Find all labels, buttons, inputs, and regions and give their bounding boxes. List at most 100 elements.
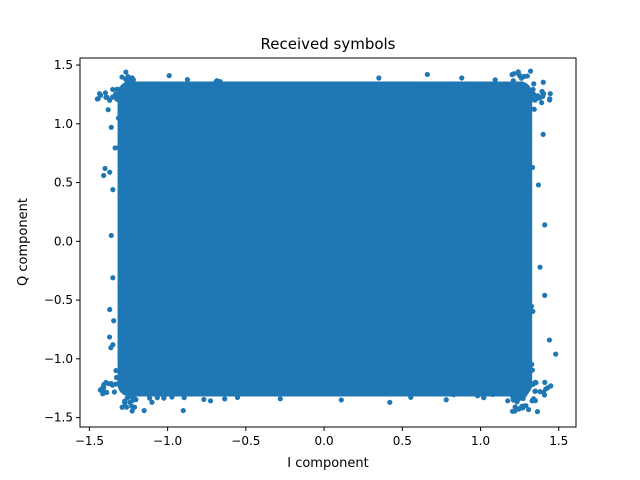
symbol-point [496, 84, 502, 90]
symbol-point [182, 389, 188, 395]
outlier-point [542, 222, 548, 228]
symbol-point [499, 388, 505, 394]
symbol-point [519, 363, 525, 370]
symbol-point [123, 69, 129, 75]
outlier-point [107, 306, 113, 313]
symbol-point [123, 347, 130, 353]
symbol-point [528, 97, 534, 103]
symbol-point [160, 392, 166, 398]
symbol-point [518, 348, 524, 355]
outlier-point [166, 73, 172, 79]
symbol-point [176, 87, 183, 93]
symbol-point [510, 170, 516, 176]
symbol-point [164, 387, 170, 393]
outlier-point [459, 75, 465, 81]
outlier-point [376, 75, 382, 81]
symbol-point [118, 318, 124, 324]
symbol-point [129, 403, 135, 409]
symbol-point [169, 394, 175, 400]
symbol-point [468, 380, 474, 386]
symbol-point [125, 73, 131, 80]
symbol-point [146, 90, 152, 96]
symbol-point [525, 406, 532, 413]
symbol-point [119, 330, 125, 336]
symbol-point [511, 308, 517, 314]
x-tick-label: −1.0 [153, 434, 182, 448]
symbol-point [512, 137, 518, 143]
symbol-point [513, 121, 519, 127]
symbol-point [500, 92, 506, 98]
symbol-point [504, 387, 510, 393]
symbol-point [492, 77, 498, 83]
outlier-point [108, 232, 114, 239]
outlier-point [277, 396, 283, 402]
symbol-point [412, 382, 418, 389]
symbol-point [209, 82, 216, 88]
symbol-point [171, 382, 177, 388]
symbol-point [97, 92, 104, 98]
symbol-point [124, 364, 130, 370]
symbol-point [427, 91, 433, 97]
symbol-point [447, 88, 453, 95]
outlier-point [535, 182, 542, 188]
symbol-point [435, 386, 441, 393]
symbol-point [461, 387, 467, 394]
symbol-point [143, 95, 149, 101]
symbol-point [128, 128, 135, 134]
symbol-point [547, 91, 553, 97]
outlier-point [213, 78, 219, 85]
symbol-point [132, 112, 138, 118]
symbol-point [133, 388, 139, 395]
symbol-point [125, 159, 131, 165]
symbol-point [519, 324, 526, 330]
symbol-point [521, 73, 527, 80]
symbol-point [522, 345, 528, 351]
symbol-point [529, 367, 536, 373]
y-axis-ticks: −1.5 −1.0 −0.5 0.0 0.5 1.0 1.5 [44, 58, 80, 425]
symbol-point [486, 386, 492, 392]
symbol-point [471, 93, 477, 99]
symbol-point [207, 86, 213, 92]
y-tick-label: 1.5 [54, 58, 73, 72]
symbol-point [122, 398, 128, 404]
symbol-point [511, 155, 518, 161]
symbol-point [517, 107, 524, 114]
outlier-point [553, 351, 559, 357]
symbol-point [157, 89, 164, 95]
symbol-point [463, 97, 469, 103]
symbol-point [201, 396, 207, 403]
y-tick-label: 0.5 [54, 176, 73, 190]
symbol-point [510, 395, 516, 401]
symbol-point [117, 86, 123, 93]
symbol-point [130, 314, 137, 320]
x-tick-label: 0.5 [393, 434, 412, 448]
symbol-point [122, 341, 128, 347]
symbol-point [211, 90, 217, 97]
symbol-point [111, 318, 117, 324]
outlier-point [538, 100, 545, 106]
symbol-point [146, 381, 153, 387]
symbol-point [118, 150, 124, 156]
symbol-point [101, 172, 107, 179]
symbol-point [219, 91, 225, 97]
symbol-point [151, 386, 157, 392]
symbol-point [123, 148, 130, 155]
symbol-point [139, 91, 146, 97]
symbol-point [153, 90, 159, 96]
symbol-point [489, 391, 496, 397]
outlier-point [113, 367, 119, 374]
symbol-point [132, 309, 139, 316]
outlier-point [481, 395, 487, 401]
symbol-point [530, 308, 536, 314]
symbol-point [127, 142, 134, 149]
x-axis-label: I component [287, 456, 369, 471]
symbol-point [510, 381, 517, 387]
symbol-point [130, 334, 136, 341]
symbol-point [522, 91, 528, 97]
symbol-point [225, 386, 231, 392]
symbol-point [103, 379, 109, 386]
symbol-point [209, 97, 215, 103]
symbol-point [475, 82, 481, 88]
symbol-point [510, 334, 517, 340]
